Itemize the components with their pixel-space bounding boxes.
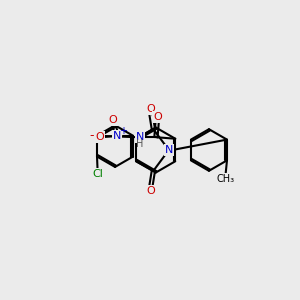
Text: CH₃: CH₃	[216, 174, 235, 184]
Text: N: N	[136, 132, 144, 142]
Text: O: O	[109, 115, 117, 125]
Text: N: N	[113, 131, 122, 141]
Text: H: H	[136, 139, 144, 149]
Text: -: -	[89, 129, 94, 142]
Text: +: +	[119, 126, 127, 136]
Text: Cl: Cl	[92, 169, 103, 179]
Text: O: O	[153, 112, 162, 122]
Text: O: O	[146, 186, 155, 196]
Text: O: O	[146, 104, 155, 114]
Text: O: O	[95, 132, 104, 142]
Text: N: N	[165, 145, 173, 155]
